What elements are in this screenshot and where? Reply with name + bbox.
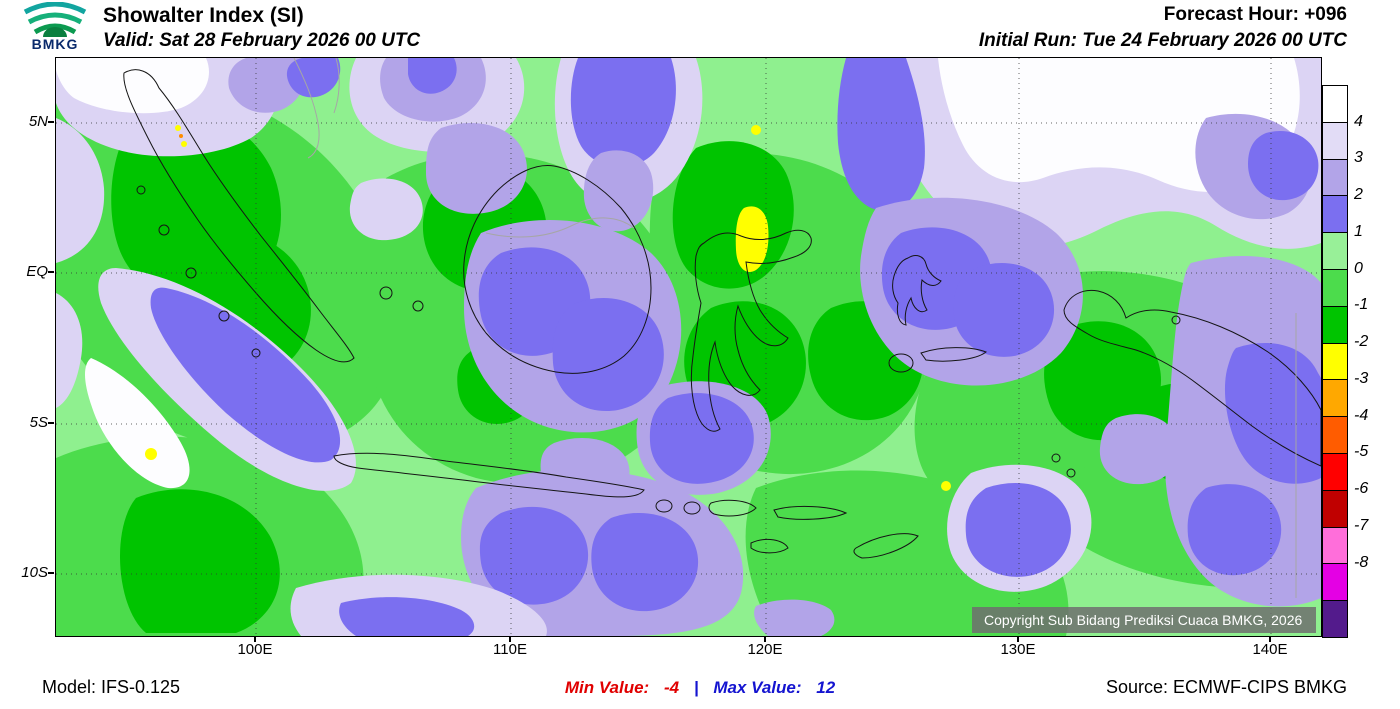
page-title: Showalter Index (SI) <box>103 4 304 27</box>
map-frame: Copyright Sub Bidang Prediksi Cuaca BMKG… <box>55 57 1322 637</box>
legend-label: -1 <box>1354 296 1369 313</box>
axis-tick <box>48 422 54 424</box>
bmkg-logo-icon <box>23 2 87 37</box>
legend-label: -8 <box>1354 554 1369 571</box>
axis-tick <box>254 636 256 642</box>
axis-tick <box>764 636 766 642</box>
legend-block <box>1323 452 1347 490</box>
axis-tick <box>1017 636 1019 642</box>
valid-time-label: Valid: Sat 28 February 2026 00 UTC <box>103 30 421 51</box>
axis-tick <box>48 572 54 574</box>
legend-block <box>1323 195 1347 233</box>
legend-block <box>1323 158 1347 196</box>
legend-label: -5 <box>1354 443 1369 460</box>
y-axis-label-eq: EQ <box>26 263 48 280</box>
legend-label: 0 <box>1354 260 1363 277</box>
source-label: Source: ECMWF-CIPS BMKG <box>1105 677 1347 697</box>
legend-label: 1 <box>1354 223 1363 240</box>
map-copyright: Copyright Sub Bidang Prediksi Cuaca BMKG… <box>984 612 1302 628</box>
country-borders <box>293 58 1297 598</box>
model-label: Model: IFS-0.125 <box>42 677 181 697</box>
legend-label: -3 <box>1354 370 1369 387</box>
legend-label: -6 <box>1354 480 1369 497</box>
axis-tick <box>509 636 511 642</box>
max-value-label: Max Value: <box>713 678 802 697</box>
legend-label: 4 <box>1354 113 1363 130</box>
x-axis-label-120e: 120E <box>747 641 783 658</box>
legend-label: -4 <box>1354 407 1369 424</box>
legend-block <box>1323 121 1347 159</box>
legend-block <box>1323 489 1347 527</box>
min-max-values: Min Value: -4 | Max Value: 12 <box>0 678 1400 698</box>
bmkg-logo-text: BMKG <box>31 36 79 52</box>
bmkg-logo: BMKG <box>10 2 100 52</box>
legend-block <box>1323 526 1347 564</box>
legend-block <box>1323 379 1347 417</box>
graticule <box>56 58 1321 636</box>
coastlines <box>123 69 1321 559</box>
legend-block <box>1323 268 1347 306</box>
x-axis-label-110e: 110E <box>493 641 527 658</box>
map-canvas: Copyright Sub Bidang Prediksi Cuaca BMKG… <box>56 58 1321 636</box>
legend-block <box>1323 86 1347 122</box>
min-value: -4 <box>663 678 680 697</box>
min-value-label: Min Value: <box>564 678 650 697</box>
legend-label: -2 <box>1354 333 1369 350</box>
y-axis-label-10s: 10S <box>21 564 48 581</box>
y-axis-label-5s: 5S <box>29 414 48 431</box>
si-field-stable <box>56 58 1321 636</box>
max-value: 12 <box>816 678 836 697</box>
legend-block <box>1323 305 1347 343</box>
legend-block <box>1323 563 1347 601</box>
forecast-hour-label: Forecast Hour: +096 <box>1163 4 1347 25</box>
legend-block <box>1323 416 1347 453</box>
legend-label: 3 <box>1354 149 1363 166</box>
x-axis-label-140e: 140E <box>1252 641 1288 658</box>
separator: | <box>693 678 699 697</box>
axis-tick <box>48 121 54 123</box>
x-axis-label-130e: 130E <box>1000 641 1036 658</box>
legend-block <box>1323 342 1347 380</box>
legend-label: 2 <box>1354 186 1363 203</box>
x-axis-label-100e: 100E <box>237 641 273 658</box>
legend-block <box>1323 232 1347 269</box>
axis-tick <box>1269 636 1271 642</box>
axis-tick <box>48 271 54 273</box>
initial-run-label: Initial Run: Tue 24 February 2026 00 UTC <box>978 30 1347 51</box>
legend-block <box>1323 600 1347 637</box>
y-axis-label-5n: 5N <box>28 113 48 130</box>
copyright-box: Copyright Sub Bidang Prediksi Cuaca BMKG… <box>972 607 1316 633</box>
legend-label: -7 <box>1354 517 1369 534</box>
legend-colorbar <box>1322 85 1348 638</box>
